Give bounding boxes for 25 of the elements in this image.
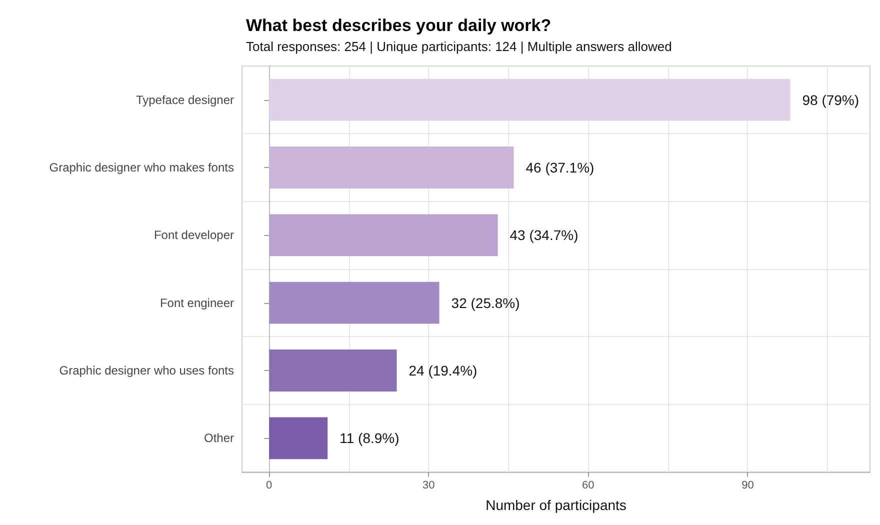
x-tick-label: 0: [266, 480, 272, 492]
y-tick-label: Font engineer: [160, 296, 234, 310]
chart-subtitle: Total responses: 254 | Unique participants: 124 | Multiple answers allowed: [246, 39, 672, 54]
x-axis-title: Number of participants: [486, 497, 626, 513]
data-label: 24 (19.4%): [408, 362, 478, 378]
data-label: 46 (37.1%): [526, 160, 594, 176]
data-label: 32 (25.8%): [451, 294, 520, 311]
bar: [269, 350, 397, 392]
bar: [269, 417, 328, 460]
x-tick-label: 90: [742, 480, 754, 492]
data-label: 43 (34.7%): [510, 227, 578, 244]
y-tick-label: Font developer: [154, 228, 234, 242]
x-tick-label: 60: [582, 480, 594, 492]
chart-title: What best describes your daily work?: [246, 16, 552, 35]
bar: [269, 146, 514, 188]
bar: [269, 78, 790, 121]
y-tick-label: Typeface designer: [136, 92, 234, 107]
y-tick-label: Other: [204, 431, 234, 446]
bar: [269, 282, 440, 324]
bar: [269, 214, 498, 256]
y-tick-label: Graphic designer who makes fonts: [49, 160, 234, 174]
data-label: 98 (79%): [802, 92, 860, 108]
data-label: 11 (8.9%): [340, 430, 400, 446]
x-tick-label: 30: [422, 480, 435, 492]
y-tick-label: Graphic designer who uses fonts: [59, 364, 234, 378]
